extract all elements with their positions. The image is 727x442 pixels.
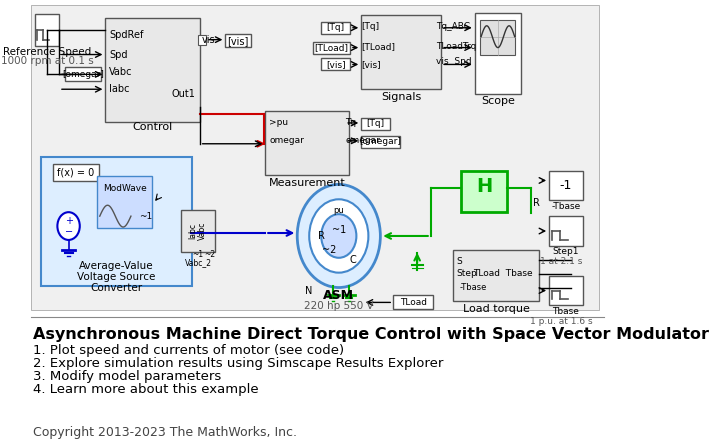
FancyBboxPatch shape [549,171,582,200]
Text: Measurement: Measurement [268,179,345,188]
Text: N: N [305,286,312,296]
Text: Vabc: Vabc [109,67,133,77]
FancyBboxPatch shape [549,276,582,305]
FancyBboxPatch shape [361,15,441,89]
Text: ASM: ASM [324,289,354,302]
Text: ~2: ~2 [322,245,337,255]
Text: R: R [318,231,325,241]
Text: Average-Value: Average-Value [79,261,154,271]
Text: 1000 rpm at 0.1 s: 1000 rpm at 0.1 s [1,57,93,66]
Text: ~1: ~1 [193,250,204,259]
Text: 1 p.u. at 1.6 s: 1 p.u. at 1.6 s [530,317,593,326]
Text: 1 at 2.1 s: 1 at 2.1 s [540,257,582,266]
Text: omegar: omegar [269,136,304,145]
Text: Tbase: Tbase [553,307,579,316]
Text: -1: -1 [560,179,572,192]
FancyBboxPatch shape [41,156,192,286]
FancyBboxPatch shape [361,118,390,130]
Text: Step1: Step1 [553,248,579,256]
Text: 1. Plot speed and currents of motor (see code): 1. Plot speed and currents of motor (see… [33,344,345,357]
FancyBboxPatch shape [361,136,400,148]
Text: ~2: ~2 [204,250,215,259]
FancyBboxPatch shape [321,58,350,70]
Text: C: C [349,255,356,265]
Text: R: R [533,198,539,208]
Text: Spd: Spd [109,50,128,60]
Text: [Tq]: [Tq] [361,22,379,31]
Text: Out1: Out1 [171,89,195,99]
Text: Signals: Signals [381,92,421,102]
Text: vis  Spd: vis Spd [436,57,472,66]
Text: H: H [476,177,492,196]
Text: Iabc: Iabc [188,223,197,239]
Text: Voltage Source: Voltage Source [77,272,156,282]
Text: [vis]: [vis] [326,60,345,69]
Text: [vis]: [vis] [361,60,381,69]
Text: S: S [457,257,462,266]
FancyBboxPatch shape [105,18,200,122]
FancyBboxPatch shape [313,42,350,53]
FancyBboxPatch shape [549,216,582,246]
Text: omegar: omegar [345,136,380,145]
Text: +: + [65,216,73,226]
Text: [Tq]: [Tq] [326,23,345,32]
FancyBboxPatch shape [97,176,152,228]
Text: ~1: ~1 [332,225,346,235]
Text: TLoad  Tbase: TLoad Tbase [473,269,532,278]
Text: Control: Control [132,122,172,132]
Text: Scope: Scope [481,96,515,106]
Text: -Tbase: -Tbase [459,283,487,292]
FancyBboxPatch shape [35,14,59,46]
Text: pu: pu [334,206,344,215]
Text: Converter: Converter [90,282,142,293]
Text: >pu: >pu [269,118,289,127]
Text: [omegar]: [omegar] [62,70,104,79]
Text: 3. Modify model parameters: 3. Modify model parameters [33,370,222,383]
Text: Asynchronous Machine Direct Torque Control with Space Vector Modulator: Asynchronous Machine Direct Torque Contr… [33,327,710,342]
Text: [TLoad]: [TLoad] [361,42,395,51]
Text: Load torque: Load torque [463,305,530,314]
Text: -Tbase: -Tbase [551,202,580,211]
Text: −: − [65,227,73,237]
FancyBboxPatch shape [65,68,100,81]
Text: ModWave: ModWave [103,184,146,193]
FancyBboxPatch shape [481,20,515,54]
Text: vis: vis [201,34,215,45]
Circle shape [297,184,380,288]
FancyBboxPatch shape [265,111,349,175]
FancyBboxPatch shape [181,210,215,252]
Text: 4. Learn more about this example: 4. Learn more about this example [33,383,259,396]
Text: [vis]: [vis] [228,36,249,46]
Text: [Tq]: [Tq] [366,119,385,129]
FancyBboxPatch shape [475,13,521,94]
FancyBboxPatch shape [225,34,251,46]
Text: Iabc: Iabc [109,84,130,94]
Circle shape [321,214,356,258]
FancyBboxPatch shape [31,5,598,310]
FancyBboxPatch shape [461,171,507,212]
Circle shape [309,199,369,273]
Text: Step: Step [457,269,477,278]
Text: ~1: ~1 [139,212,152,221]
Text: 2. Explore simulation results using Simscape Results Explorer: 2. Explore simulation results using Sims… [33,357,443,370]
FancyBboxPatch shape [393,295,433,309]
Text: [TLoad]: [TLoad] [315,43,349,52]
Text: TLoadTrq: TLoadTrq [436,42,477,51]
FancyBboxPatch shape [52,164,99,182]
Circle shape [57,212,80,240]
Text: Reference Speed: Reference Speed [3,46,91,57]
Text: 220 hp 550 V: 220 hp 550 V [304,301,374,311]
Text: Tq: Tq [345,118,356,127]
Text: f(x) = 0: f(x) = 0 [57,168,95,178]
Text: TLoad: TLoad [400,298,427,307]
Text: SpdRef: SpdRef [109,30,144,40]
Text: [omegar]: [omegar] [359,137,401,146]
Text: Copyright 2013-2023 The MathWorks, Inc.: Copyright 2013-2023 The MathWorks, Inc. [33,427,297,439]
Text: Tq_ABC: Tq_ABC [436,22,470,31]
FancyBboxPatch shape [321,22,350,34]
FancyBboxPatch shape [198,35,206,45]
Text: Vabc_2: Vabc_2 [185,258,212,267]
FancyBboxPatch shape [453,250,539,301]
Text: Vabc: Vabc [198,222,207,240]
